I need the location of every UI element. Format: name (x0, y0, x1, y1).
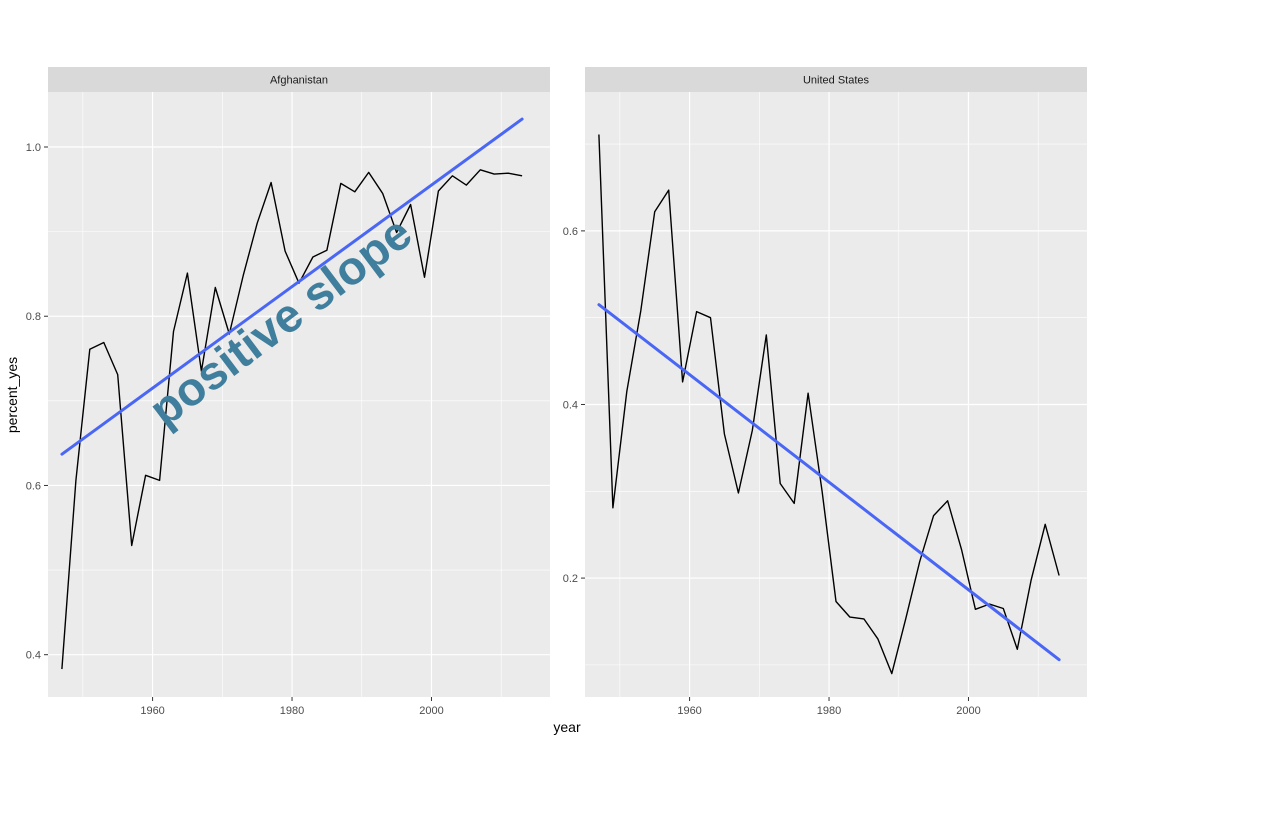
x-tick-label: 2000 (956, 705, 980, 717)
x-tick-label: 1980 (280, 705, 304, 717)
y-axis-title: percent_yes (4, 357, 20, 433)
panels-layer: Afghanistan 1960 1980 2000 0.4 0.6 0.8 1.0 Unite… (26, 67, 1087, 717)
trend-line (597, 303, 1061, 662)
y-tick-label: 1.0 (26, 142, 41, 154)
panel-united-states: United States 1960 1980 2000 0.2 0.4 0.6 (563, 67, 1087, 717)
panel-background (48, 92, 550, 697)
y-tick-label: 0.6 (563, 226, 578, 238)
x-axis-title: year (553, 719, 581, 735)
facet-strip (585, 67, 1087, 92)
y-tick-label: 0.4 (563, 399, 578, 411)
y-tick-label: 0.2 (563, 573, 578, 585)
facet-title: Afghanistan (270, 75, 328, 87)
x-tick-label: 2000 (419, 705, 443, 717)
panel-background (585, 92, 1087, 697)
facet-strip (48, 67, 550, 92)
x-tick-label: 1960 (140, 705, 164, 717)
series-line (598, 134, 1060, 675)
y-tick-label: 0.6 (26, 480, 41, 492)
y-tick-label: 0.8 (26, 311, 41, 323)
panel-afghanistan: Afghanistan 1960 1980 2000 0.4 0.6 0.8 1.0 (26, 67, 550, 717)
facet-title: United States (803, 75, 870, 87)
series-line (61, 169, 523, 670)
trend-line (60, 117, 524, 456)
y-tick-label: 0.4 (26, 650, 41, 662)
x-tick-label: 1960 (677, 705, 701, 717)
x-tick-label: 1980 (817, 705, 841, 717)
